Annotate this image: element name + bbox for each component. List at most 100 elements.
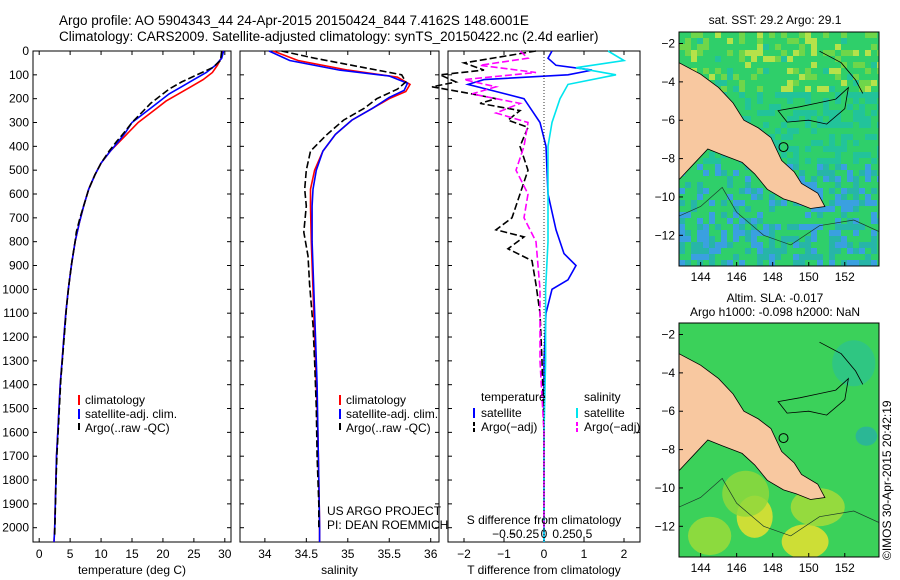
difference-series-t-argo-adj- [431, 50, 545, 528]
sst-pixel [847, 74, 853, 80]
sst-pixel [853, 194, 859, 200]
sst-pixel [829, 236, 835, 242]
temperature-xtick-label: 5 [67, 547, 74, 561]
sst-pixel [799, 74, 805, 80]
sla-map-ytick-label: −8 [661, 443, 675, 457]
sst-pixel [745, 62, 751, 68]
sst-pixel [835, 116, 841, 122]
sst-pixel [727, 260, 733, 266]
sst-pixel [697, 50, 703, 56]
sst-pixel [733, 74, 739, 80]
sst-pixel [859, 116, 865, 122]
sst-pixel [685, 44, 691, 50]
sst-pixel [841, 224, 847, 230]
sst-map-coast-new-britain [777, 86, 849, 125]
sst-pixel [871, 110, 877, 116]
sst-map-bathy-contour [679, 186, 879, 246]
sst-pixel [829, 188, 835, 194]
sla-anomaly-blob [781, 524, 829, 557]
sst-pixel [787, 224, 793, 230]
sst-pixel [775, 248, 781, 254]
sst-pixel [751, 218, 757, 224]
sst-pixel [679, 236, 685, 242]
salinity-legend-label: Argo(..raw -QC) [346, 421, 431, 435]
sst-pixel [805, 98, 811, 104]
sst-pixel [799, 242, 805, 248]
sst-pixel [841, 260, 847, 266]
temperature-series-argo-raw-qc- [53, 50, 223, 535]
sst-pixel [703, 158, 709, 164]
sst-pixel [847, 206, 853, 212]
temperature-ytick-label: 1300 [2, 354, 29, 368]
sst-pixel [835, 74, 841, 80]
sst-pixel [739, 200, 745, 206]
sst-pixel [865, 92, 871, 98]
sst-pixel [847, 224, 853, 230]
temperature-xlabel: temperature (deg C) [78, 563, 186, 577]
sst-pixel [829, 248, 835, 254]
sst-pixel [829, 170, 835, 176]
sst-pixel [727, 68, 733, 74]
sst-pixel [781, 152, 787, 158]
sst-pixel [805, 110, 811, 116]
sst-pixel [841, 80, 847, 86]
temperature-ytick-label: 1200 [2, 330, 29, 344]
sla-anomaly-blob [790, 487, 845, 527]
sst-pixel [817, 170, 823, 176]
sst-pixel [871, 80, 877, 86]
difference-stick-label: 0 [541, 527, 548, 541]
sst-pixel [805, 182, 811, 188]
sst-pixel [781, 200, 787, 206]
sst-pixel [805, 92, 811, 98]
sst-pixel [853, 188, 859, 194]
sst-pixel [703, 170, 709, 176]
sst-pixel [835, 68, 841, 74]
sst-pixel [817, 164, 823, 170]
sst-pixel [697, 194, 703, 200]
sst-pixel [793, 242, 799, 248]
sst-pixel [859, 122, 865, 128]
sst-pixel [817, 206, 823, 212]
sst-pixel [793, 38, 799, 44]
sst-pixel [697, 242, 703, 248]
sst-pixel [871, 200, 877, 206]
sst-pixel [757, 98, 763, 104]
sst-pixel [715, 80, 721, 86]
sst-pixel [757, 242, 763, 248]
sst-pixel [805, 212, 811, 218]
sst-map-title: sat. SST: 29.2 Argo: 29.1 [709, 13, 842, 27]
sst-pixel [871, 62, 877, 68]
sst-pixel [685, 182, 691, 188]
sst-pixel [847, 248, 853, 254]
sst-pixel [835, 92, 841, 98]
sst-pixel [739, 230, 745, 236]
sla-map-coast-new-britain [777, 377, 849, 416]
sla-map-ytick-label: −12 [655, 519, 676, 533]
sst-pixel [835, 242, 841, 248]
sst-map-ytick-label: −6 [661, 113, 675, 127]
temperature-xtick-label: 20 [156, 547, 170, 561]
sst-pixel [871, 218, 877, 224]
sst-pixel [853, 182, 859, 188]
sst-pixel [811, 248, 817, 254]
sst-pixel [841, 146, 847, 152]
sst-map-panel: 144 146 148 150 152 −2 −4 −6 −8 −10 −12 [655, 31, 880, 284]
salinity-xtick-label: 34 [258, 547, 272, 561]
temperature-ytick-label: 1100 [3, 306, 29, 320]
sst-pixel [703, 248, 709, 254]
sst-pixel [859, 200, 865, 206]
sst-pixel [793, 152, 799, 158]
sst-pixel [733, 206, 739, 212]
sst-pixel [799, 170, 805, 176]
sla-map-xtick-label: 150 [799, 561, 819, 575]
sst-pixel [679, 200, 685, 206]
sst-pixel [871, 158, 877, 164]
sst-pixel [739, 80, 745, 86]
sst-pixel [805, 158, 811, 164]
sst-pixel [775, 146, 781, 152]
sst-pixel [823, 110, 829, 116]
sst-pixel [847, 50, 853, 56]
sst-pixel [769, 230, 775, 236]
temperature-ytick-label: 1600 [2, 425, 29, 439]
sst-pixel [727, 242, 733, 248]
